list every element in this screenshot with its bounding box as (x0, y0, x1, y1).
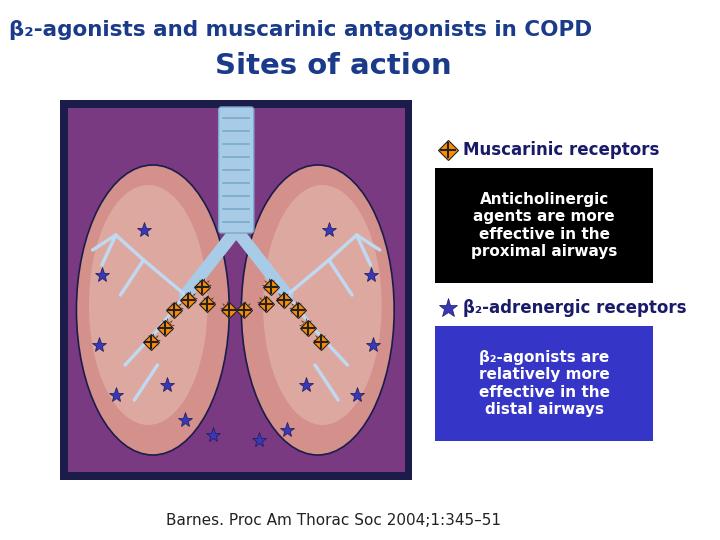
Ellipse shape (263, 185, 382, 425)
Text: β₂-adrenergic receptors: β₂-adrenergic receptors (463, 299, 687, 317)
FancyBboxPatch shape (60, 100, 413, 480)
FancyBboxPatch shape (219, 107, 254, 233)
Ellipse shape (89, 185, 207, 425)
Text: Barnes. Proc Am Thorac Soc 2004;1:345–51: Barnes. Proc Am Thorac Soc 2004;1:345–51 (166, 513, 501, 528)
FancyBboxPatch shape (436, 168, 653, 283)
Text: Anticholinergic
agents are more
effective in the
proximal airways: Anticholinergic agents are more effectiv… (471, 192, 618, 259)
Ellipse shape (241, 165, 394, 455)
Text: Sites of action: Sites of action (215, 52, 452, 80)
Text: Muscarinic receptors: Muscarinic receptors (463, 141, 660, 159)
Ellipse shape (76, 165, 229, 455)
Text: β₂-agonists and muscarinic antagonists in COPD: β₂-agonists and muscarinic antagonists i… (9, 20, 593, 40)
FancyBboxPatch shape (436, 326, 653, 441)
Text: β₂-agonists are
relatively more
effective in the
distal airways: β₂-agonists are relatively more effectiv… (479, 350, 610, 417)
FancyBboxPatch shape (68, 108, 405, 472)
